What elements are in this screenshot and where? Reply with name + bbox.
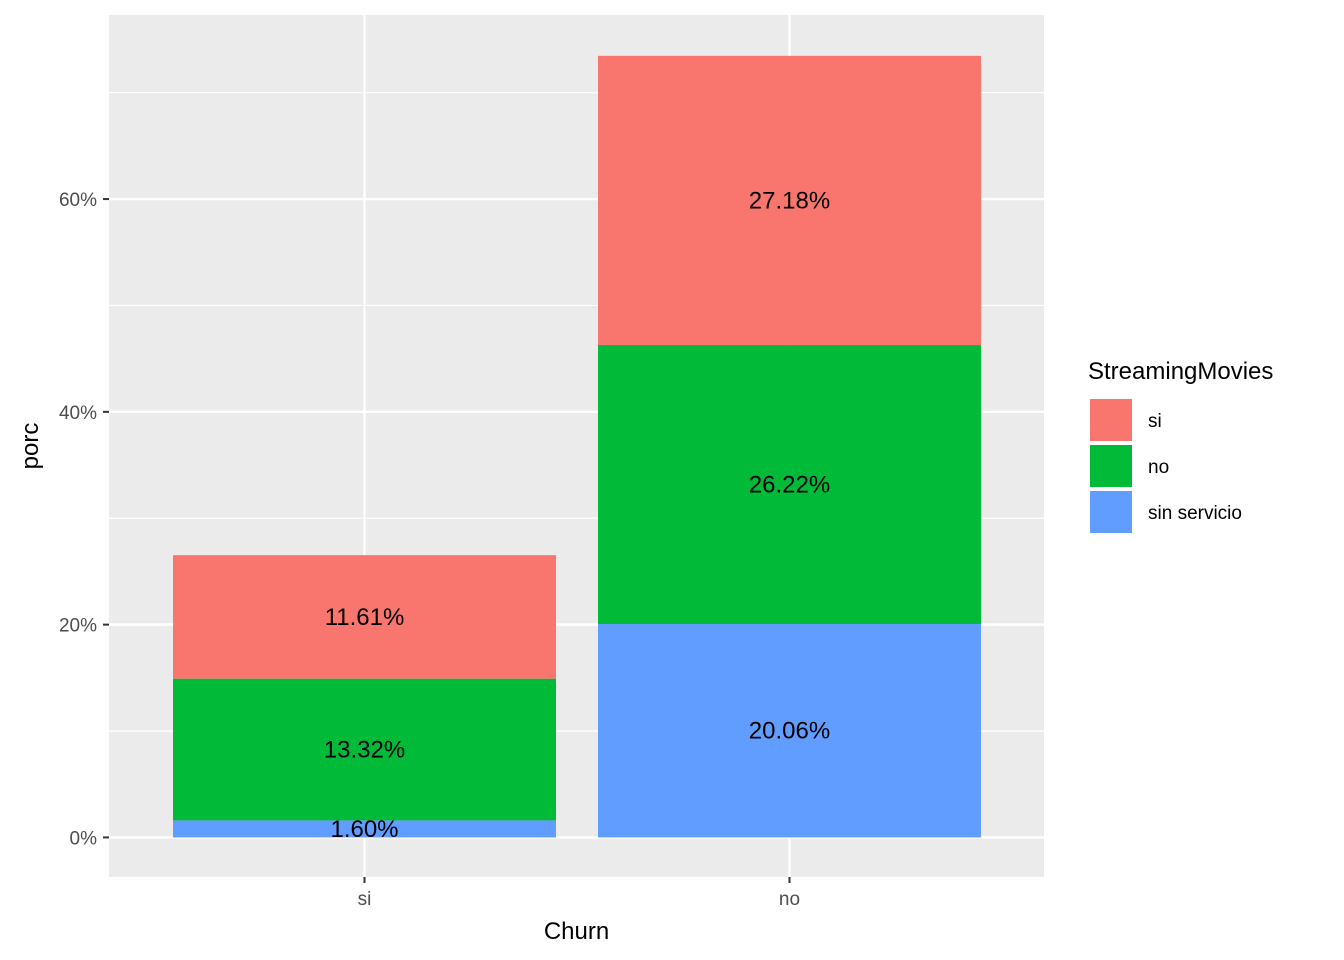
bars — [173, 55, 981, 838]
y-tick-label: 0% — [70, 828, 98, 849]
bar-value-label: 13.32% — [324, 737, 405, 764]
y-axis: 0% 20% 40% 60% — [59, 190, 109, 849]
bar-value-label: 1.60% — [330, 816, 398, 843]
legend-key — [1088, 397, 1134, 443]
bar-labels: 1.60% 13.32% 11.61% 20.06% 26.22% 27.18% — [324, 187, 830, 842]
legend-key — [1088, 489, 1134, 535]
x-axis-title: Churn — [544, 918, 609, 945]
bar-value-label: 11.61% — [325, 604, 405, 631]
bar-value-label: 26.22% — [749, 472, 830, 499]
bar-segment — [598, 55, 981, 346]
legend-label: sin servicio — [1148, 503, 1242, 524]
legend-title: StreamingMovies — [1088, 358, 1273, 385]
x-tick-label: si — [358, 889, 372, 910]
bar-segment — [173, 820, 556, 838]
legend-label: si — [1148, 411, 1162, 432]
bar-segment — [173, 678, 556, 821]
y-tick-label: 60% — [59, 190, 97, 211]
bar-segment — [598, 623, 981, 838]
legend-key — [1088, 443, 1134, 489]
legend-label: no — [1148, 457, 1169, 478]
x-axis: si no — [358, 877, 800, 910]
bar-segment — [598, 345, 981, 624]
y-axis-title: porc — [17, 423, 44, 470]
bar-value-label: 27.18% — [749, 187, 830, 214]
legend: StreamingMovies si no sin servicio — [1088, 358, 1273, 535]
bar-segment — [173, 555, 556, 679]
y-tick-label: 40% — [59, 403, 97, 424]
y-tick-label: 20% — [59, 616, 97, 637]
x-tick-label: no — [779, 889, 800, 910]
bar-value-label: 20.06% — [749, 718, 830, 745]
